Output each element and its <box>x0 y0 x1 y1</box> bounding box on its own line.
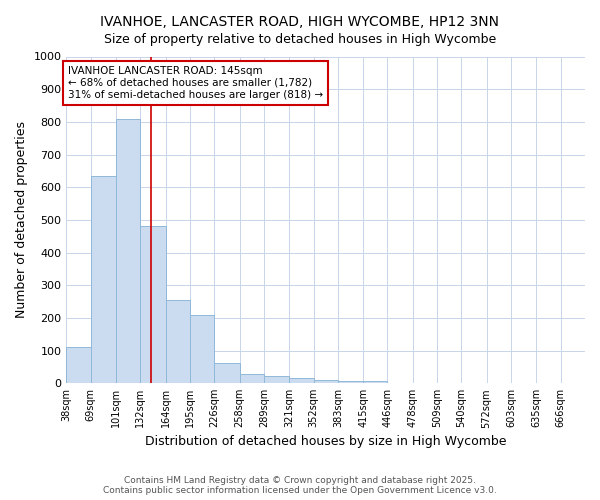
Text: IVANHOE, LANCASTER ROAD, HIGH WYCOMBE, HP12 3NN: IVANHOE, LANCASTER ROAD, HIGH WYCOMBE, H… <box>101 15 499 29</box>
Text: Size of property relative to detached houses in High Wycombe: Size of property relative to detached ho… <box>104 32 496 46</box>
Bar <box>289 378 314 383</box>
Bar <box>67 348 91 383</box>
Bar <box>140 226 166 383</box>
Bar <box>166 300 190 383</box>
Bar <box>338 380 363 383</box>
Y-axis label: Number of detached properties: Number of detached properties <box>15 122 28 318</box>
Bar <box>91 176 116 383</box>
Text: Contains HM Land Registry data © Crown copyright and database right 2025.
Contai: Contains HM Land Registry data © Crown c… <box>103 476 497 495</box>
Bar <box>239 374 264 383</box>
Text: IVANHOE LANCASTER ROAD: 145sqm
← 68% of detached houses are smaller (1,782)
31% : IVANHOE LANCASTER ROAD: 145sqm ← 68% of … <box>68 66 323 100</box>
X-axis label: Distribution of detached houses by size in High Wycombe: Distribution of detached houses by size … <box>145 434 506 448</box>
Bar <box>363 380 388 383</box>
Bar <box>116 118 140 383</box>
Bar <box>314 380 338 383</box>
Bar <box>190 314 214 383</box>
Bar <box>214 362 239 383</box>
Bar <box>264 376 289 383</box>
